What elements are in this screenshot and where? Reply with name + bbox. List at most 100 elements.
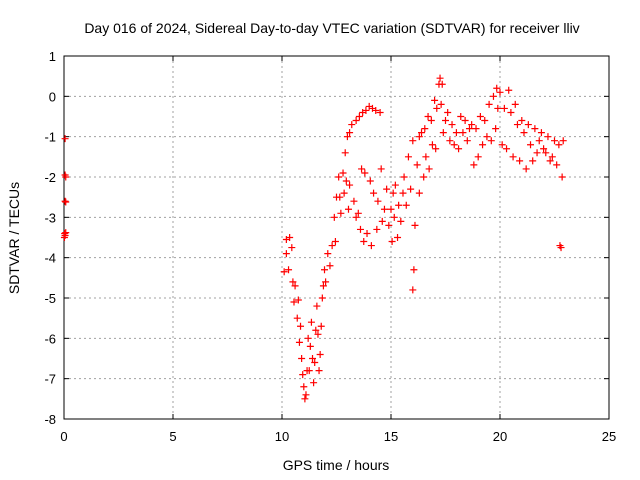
data-point: [476, 113, 484, 120]
x-tick-label: 10: [275, 429, 289, 444]
data-point: [535, 137, 543, 145]
data-point: [318, 294, 326, 302]
data-point: [352, 117, 360, 125]
data-point: [337, 209, 345, 217]
data-point: [463, 137, 471, 145]
data-point: [300, 383, 308, 391]
data-point: [487, 137, 495, 145]
data-point: [340, 189, 348, 197]
data-point: [500, 104, 508, 112]
data-point: [468, 121, 476, 129]
data-point: [427, 117, 435, 125]
data-point: [518, 117, 526, 125]
data-point: [522, 165, 530, 173]
data-point: [346, 181, 354, 189]
data-point: [319, 282, 327, 290]
data-point: [330, 213, 338, 221]
data-point: [290, 298, 298, 306]
data-point: [363, 229, 371, 237]
data-point: [442, 117, 449, 125]
data-point: [422, 153, 430, 161]
data-point: [557, 244, 565, 252]
data-point: [496, 88, 504, 96]
data-point: [313, 302, 321, 310]
data-point: [533, 149, 541, 157]
data-point: [302, 391, 310, 399]
data-point: [511, 100, 519, 108]
data-points: [60, 74, 567, 403]
data-point: [509, 153, 517, 161]
data-point: [343, 133, 351, 141]
data-point: [494, 104, 502, 112]
data-point: [424, 113, 432, 120]
x-tick-label: 15: [384, 429, 398, 444]
data-point: [341, 149, 349, 157]
data-point: [558, 173, 566, 181]
data-point: [436, 74, 444, 82]
data-point: [452, 129, 460, 137]
data-point: [387, 205, 395, 213]
data-point: [355, 113, 363, 120]
data-point: [286, 234, 294, 241]
data-point: [400, 173, 408, 181]
data-point: [62, 198, 70, 206]
data-point: [61, 135, 69, 143]
data-point: [553, 161, 561, 169]
data-point: [418, 129, 426, 137]
x-tick-label: 5: [169, 429, 176, 444]
data-point: [361, 169, 369, 177]
data-point: [282, 250, 290, 258]
data-point: [531, 125, 539, 133]
data-point: [479, 141, 487, 149]
data-point: [294, 296, 302, 304]
data-point: [461, 117, 469, 125]
data-point: [306, 342, 314, 350]
data-point: [513, 121, 521, 129]
data-point: [520, 129, 528, 137]
data-point: [344, 205, 352, 213]
data-point: [474, 153, 482, 161]
data-point: [291, 282, 299, 290]
data-point: [432, 145, 440, 153]
data-point: [380, 205, 388, 213]
data-point: [527, 141, 535, 149]
data-point: [376, 108, 384, 116]
data-point: [448, 121, 456, 129]
data-point: [62, 229, 70, 237]
data-point: [455, 145, 463, 153]
data-point: [540, 145, 548, 153]
data-point: [425, 165, 433, 173]
y-tick-label: -1: [44, 130, 56, 145]
data-point: [546, 157, 554, 165]
data-point: [280, 268, 288, 276]
data-point: [309, 355, 317, 362]
data-point: [489, 92, 497, 100]
data-point: [354, 209, 362, 217]
data-point: [331, 238, 339, 246]
data-point: [342, 177, 350, 185]
y-axis-label: SDTVAR / TECUs: [6, 182, 22, 294]
y-tick-label: -8: [44, 412, 56, 427]
data-point: [383, 185, 391, 193]
x-tick-label: 0: [60, 429, 67, 444]
data-point: [385, 221, 393, 229]
data-point: [524, 121, 532, 129]
data-point: [444, 108, 452, 116]
data-point: [407, 185, 415, 193]
data-point: [420, 173, 428, 181]
data-point: [288, 244, 296, 252]
data-point: [498, 141, 506, 149]
data-point: [485, 100, 493, 108]
y-tick-label: -6: [44, 331, 56, 346]
data-point: [304, 334, 312, 342]
data-point: [367, 242, 375, 250]
data-point: [394, 234, 402, 241]
data-point: [413, 161, 421, 169]
data-point: [492, 125, 500, 133]
data-point: [307, 318, 315, 326]
data-point: [62, 173, 70, 181]
data-point: [555, 141, 563, 149]
data-point: [410, 266, 418, 274]
x-tick-label: 25: [602, 429, 616, 444]
